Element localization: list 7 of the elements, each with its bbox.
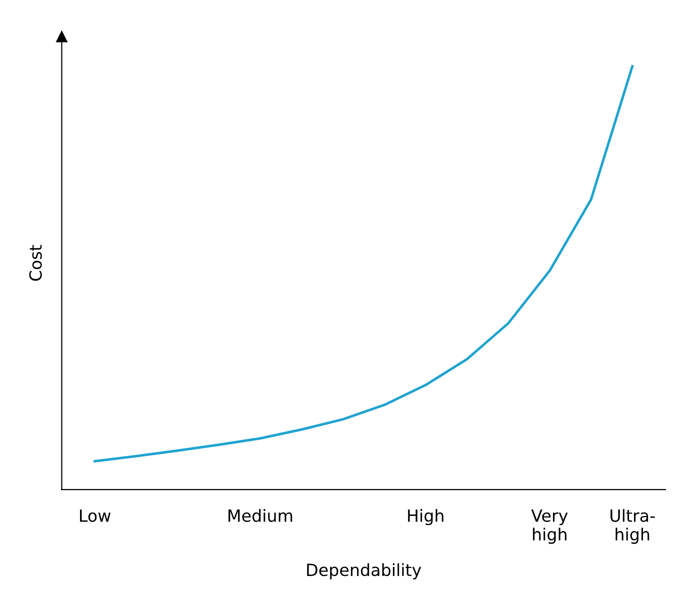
x-tick-label: High	[408, 509, 444, 526]
x-axis-title: Dependability	[307, 563, 422, 580]
x-tick-label: Low	[80, 510, 111, 522]
x-tick-label: Ultra- high	[610, 509, 655, 544]
y-axis-title: Cost	[29, 245, 42, 281]
x-tick-label: Medium	[228, 509, 292, 522]
x-tick-label: Very high	[531, 510, 568, 544]
